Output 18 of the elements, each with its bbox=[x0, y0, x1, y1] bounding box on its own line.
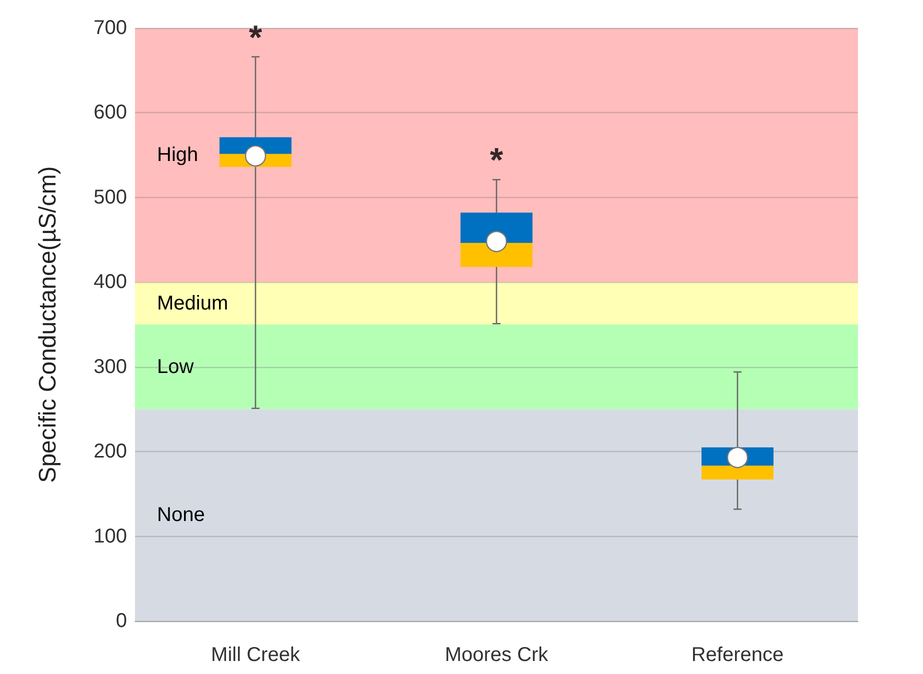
x-tick-label: Reference bbox=[691, 644, 784, 666]
y-tick-label: 0 bbox=[116, 610, 127, 632]
band-label: Medium bbox=[157, 292, 228, 314]
y-axis-title: Specific Conductance(µS/cm) bbox=[34, 166, 62, 483]
y-tick-label: 700 bbox=[94, 17, 127, 39]
band-label: None bbox=[157, 504, 205, 526]
annotation: * bbox=[248, 18, 263, 57]
y-tick-label: 400 bbox=[94, 271, 127, 294]
annotation: * bbox=[490, 142, 504, 180]
y-tick-label: 300 bbox=[94, 356, 127, 378]
y-tick-label: 100 bbox=[94, 525, 127, 548]
x-tick-label: Mill Creek bbox=[211, 644, 301, 666]
band-label: Low bbox=[157, 356, 194, 378]
x-tick-label: Moores Crk bbox=[444, 644, 550, 666]
y-tick-label: 500 bbox=[94, 186, 127, 208]
y-tick-label: 200 bbox=[94, 440, 127, 463]
band-label: High bbox=[157, 144, 198, 166]
y-tick-label: 600 bbox=[94, 102, 127, 124]
